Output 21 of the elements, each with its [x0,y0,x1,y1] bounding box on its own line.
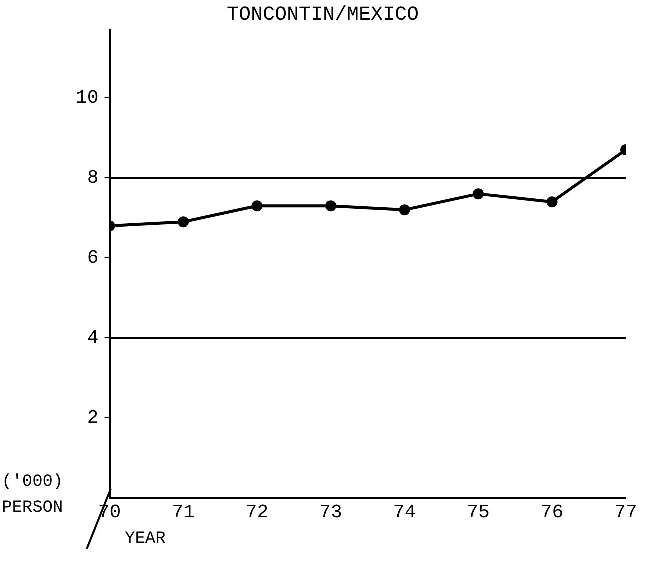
x-tick-label: 71 [172,502,195,524]
point [178,216,190,228]
y-tick-label: 8 [87,167,99,190]
x-tick-label: 77 [614,502,638,524]
y-tick-label: 6 [87,247,99,270]
x-tick-label: 76 [540,502,564,524]
x-axis-title: YEAR [125,530,166,549]
x-tick-label: 75 [467,502,490,524]
point [252,200,263,212]
y-tick-label: 4 [87,327,99,350]
chart-title: TONCONTIN/MEXICO [226,4,420,27]
x-tick-label: 72 [246,502,269,524]
point [399,204,410,216]
y-tick-label: 10 [76,87,99,110]
x-tick-label: 73 [320,502,342,524]
point [473,188,484,200]
point [546,196,558,208]
y-axis-title: ('000) PERSON [2,472,64,520]
y-tick-label: 2 [87,407,99,430]
x-tick-label: 74 [393,502,416,524]
point [326,200,337,212]
